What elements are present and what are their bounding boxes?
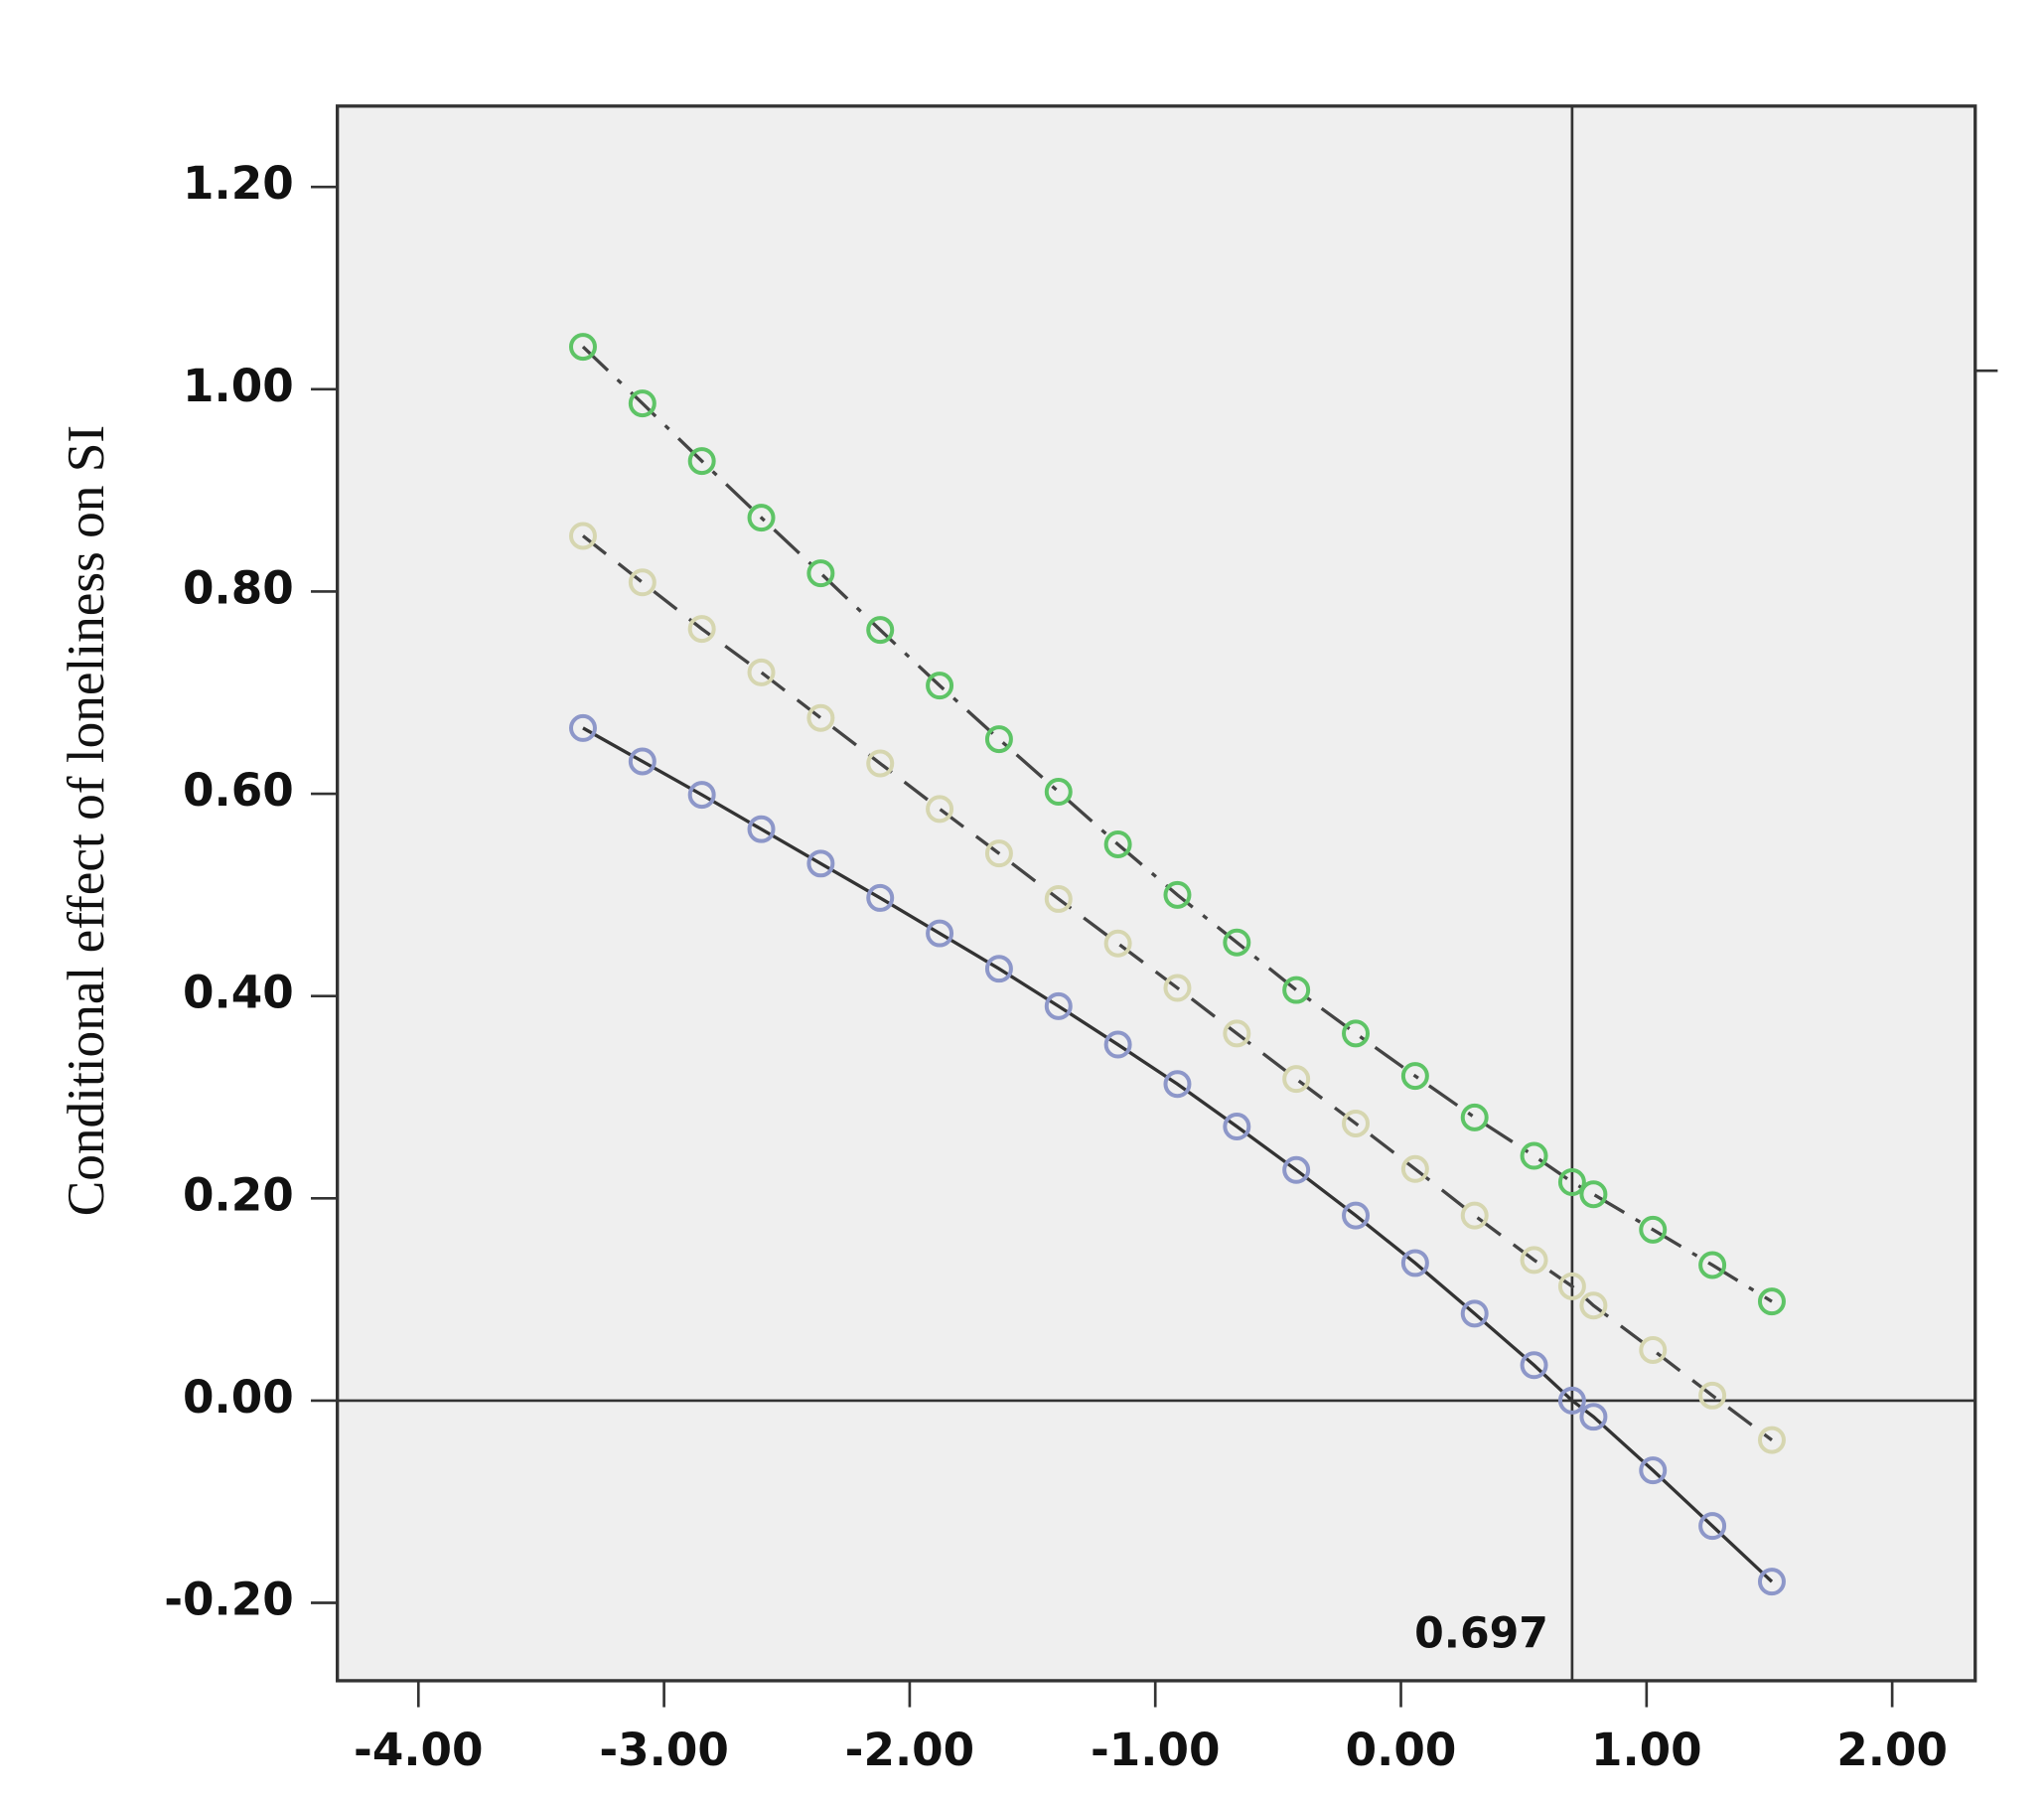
y-tick-label: 1.20 (183, 157, 294, 210)
point (1698, 1251, 1727, 1279)
x-tick-label: -4.00 (354, 1724, 483, 1776)
point (1342, 1109, 1371, 1137)
point (926, 672, 954, 700)
point (568, 333, 597, 362)
x-tick-label: 2.00 (1836, 1724, 1948, 1776)
point (1520, 1141, 1548, 1170)
point (1400, 1154, 1429, 1183)
point (1520, 1351, 1548, 1380)
point (1460, 1299, 1489, 1328)
point (628, 747, 657, 776)
x-tick-label: 1.00 (1591, 1724, 1702, 1776)
point (806, 703, 835, 732)
point (1557, 1386, 1586, 1415)
point (1460, 1201, 1489, 1230)
vline-annotation: 0.697 (1414, 1609, 1548, 1659)
point (1223, 1019, 1251, 1048)
point (747, 504, 776, 532)
point (1557, 1168, 1586, 1196)
y-tick-label: 0.20 (183, 1168, 294, 1221)
y-axis-title: Conditional effect of loneliness on SI (57, 425, 115, 1216)
point (1282, 976, 1311, 1004)
point (1460, 1103, 1489, 1131)
x-tick-label: -1.00 (1091, 1724, 1220, 1776)
point (1103, 929, 1132, 958)
point (747, 658, 776, 686)
y-tick-label: 1.00 (183, 360, 294, 412)
x-tick-label: -2.00 (845, 1724, 974, 1776)
point (1223, 928, 1251, 957)
point (866, 749, 895, 778)
point (984, 725, 1013, 754)
point (1698, 1381, 1727, 1410)
y-tick-label: 0.40 (183, 967, 294, 1019)
point (1223, 1113, 1251, 1140)
point (1103, 1030, 1132, 1059)
point (984, 955, 1013, 983)
point (1757, 1426, 1786, 1454)
point (866, 883, 895, 912)
point (1044, 991, 1073, 1020)
point (1579, 1291, 1608, 1320)
point (1163, 880, 1192, 909)
point (806, 849, 835, 878)
point (628, 389, 657, 418)
point (926, 795, 954, 824)
point (1163, 1070, 1192, 1099)
point (1342, 1019, 1371, 1048)
point (1757, 1568, 1786, 1596)
point (687, 781, 716, 810)
plot-area (336, 104, 1977, 1683)
point (747, 815, 776, 843)
point (1400, 1062, 1429, 1091)
y-tick-label: 0.60 (183, 764, 294, 817)
point (926, 919, 954, 948)
point (1520, 1246, 1548, 1275)
point (1103, 829, 1132, 858)
point (1163, 974, 1192, 1002)
point (806, 559, 835, 588)
point (984, 839, 1013, 868)
point (568, 713, 597, 742)
point (1557, 1272, 1586, 1300)
point (628, 568, 657, 597)
point (1579, 1403, 1608, 1431)
y-tick-label: 0.00 (183, 1371, 294, 1424)
point (1342, 1201, 1371, 1230)
point (1282, 1155, 1311, 1184)
x-tick-label: 0.00 (1346, 1724, 1457, 1776)
x-tick-label: -3.00 (599, 1724, 728, 1776)
point (866, 616, 895, 645)
point (1282, 1065, 1311, 1094)
point (1044, 884, 1073, 913)
point (1044, 778, 1073, 807)
point (1757, 1287, 1786, 1316)
point (1639, 1336, 1668, 1364)
point (687, 447, 716, 476)
point (1639, 1215, 1668, 1244)
point (1639, 1456, 1668, 1485)
point (568, 522, 597, 550)
point (1400, 1249, 1429, 1278)
y-tick-label: 0.80 (183, 561, 294, 614)
point (1579, 1180, 1608, 1209)
series-line (581, 534, 1773, 1441)
point (1698, 1512, 1727, 1541)
point (687, 615, 716, 644)
y-tick-label: -0.20 (164, 1574, 293, 1626)
